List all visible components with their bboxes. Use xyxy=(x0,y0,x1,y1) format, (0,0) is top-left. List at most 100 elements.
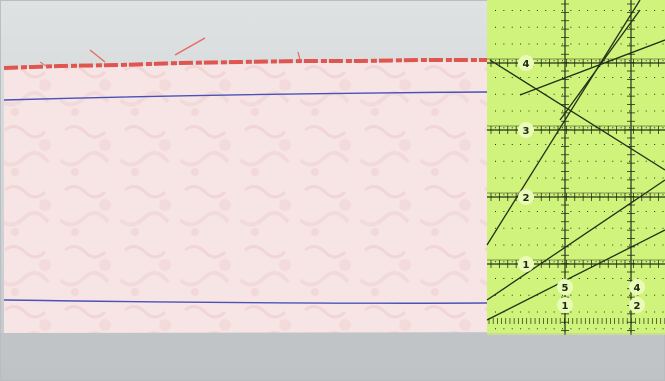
ruler-dot xyxy=(637,110,639,112)
ruler-dot xyxy=(562,60,563,62)
ruler-dot xyxy=(620,244,622,246)
ruler-dot xyxy=(570,93,572,95)
ruler-dot xyxy=(495,110,496,112)
ruler-dot xyxy=(495,160,496,162)
ruler-dot xyxy=(645,60,647,62)
ruler-dot xyxy=(629,10,630,11)
ruler-dot xyxy=(545,177,547,179)
ruler-dot xyxy=(536,127,538,129)
ruler-dot xyxy=(662,194,664,196)
ruler-dot xyxy=(495,127,496,129)
ruler-dot xyxy=(570,194,572,196)
quilting-ruler: 4 3 2 1 5 4 1 2 xyxy=(486,0,665,335)
ruler-dot xyxy=(603,127,605,129)
ruler-dot xyxy=(587,144,589,145)
ruler-dot xyxy=(570,328,572,330)
ruler-dot xyxy=(511,244,513,246)
ruler-dot xyxy=(612,294,614,296)
ruler-dot xyxy=(545,244,547,246)
ruler-dot xyxy=(520,26,522,28)
ruler-dot xyxy=(587,311,589,313)
ruler-dot xyxy=(528,328,530,330)
ruler-dot xyxy=(520,160,522,162)
ruler-dot xyxy=(612,160,614,162)
ruler-dot xyxy=(495,244,496,246)
ruler-dot xyxy=(612,211,614,212)
ruler-dot xyxy=(511,60,513,62)
ruler-dot xyxy=(654,160,656,162)
ruler-dot xyxy=(536,43,538,45)
ruler-dot xyxy=(495,43,496,45)
ruler-dot xyxy=(654,177,656,179)
ruler-dot xyxy=(503,177,505,179)
ruler-dot xyxy=(536,26,538,28)
ruler-dot xyxy=(536,328,538,330)
ruler-dot xyxy=(587,244,589,246)
ruler-dot xyxy=(654,278,656,279)
ruler-dot xyxy=(545,294,547,296)
ruler-dot xyxy=(562,144,563,145)
ruler-dot xyxy=(612,278,614,279)
ruler-dot xyxy=(603,278,605,279)
ruler-dot xyxy=(528,26,530,28)
ruler-dot xyxy=(629,60,630,62)
ruler-dot xyxy=(503,294,505,296)
ruler-dot xyxy=(654,127,656,129)
ruler-dot xyxy=(495,194,496,196)
ruler-dot xyxy=(603,227,605,229)
ruler-dot xyxy=(637,160,639,162)
ruler-dot xyxy=(545,10,547,11)
ruler-dot xyxy=(545,311,547,313)
ruler-dot xyxy=(587,60,589,62)
ruler-dot xyxy=(595,244,597,246)
ruler-dot xyxy=(536,177,538,179)
ruler-dot xyxy=(662,144,664,145)
ruler-dot xyxy=(536,144,538,145)
ruler-dot xyxy=(595,110,597,112)
ruler-dot xyxy=(612,244,614,246)
ruler-dot xyxy=(645,10,647,11)
ruler-dot xyxy=(536,110,538,112)
ruler-dot xyxy=(570,294,572,296)
ruler-dot xyxy=(520,244,522,246)
ruler-dot xyxy=(595,10,597,11)
ruler-dot xyxy=(578,10,580,11)
ruler-dot xyxy=(629,144,630,145)
ruler-dot xyxy=(654,261,656,263)
ruler-dot xyxy=(511,26,513,28)
ruler-dot xyxy=(620,311,622,313)
ruler-dot xyxy=(578,110,580,112)
ruler-dot xyxy=(654,10,656,11)
ruler-dot xyxy=(495,144,496,145)
ruler-label-1: 1 xyxy=(523,260,530,271)
ruler-dot xyxy=(536,60,538,62)
ruler-dot xyxy=(612,144,614,145)
ruler-dot xyxy=(511,93,513,95)
ruler-dot xyxy=(612,177,614,179)
ruler-dot xyxy=(528,294,530,296)
ruler-dot xyxy=(603,26,605,28)
ruler-dot xyxy=(536,10,538,11)
ruler-dot xyxy=(570,160,572,162)
ruler-dot xyxy=(620,160,622,162)
ruler-dot xyxy=(587,160,589,162)
ruler-dot xyxy=(520,278,522,279)
ruler-dot xyxy=(495,93,496,95)
ruler-dot xyxy=(637,227,639,229)
ruler-dot xyxy=(595,328,597,330)
ruler-dot xyxy=(495,311,496,313)
ruler-dot xyxy=(553,77,555,78)
ruler-dot xyxy=(637,43,639,45)
ruler-dot xyxy=(562,127,563,129)
ruler-dot xyxy=(511,43,513,45)
ruler-dot xyxy=(620,328,622,330)
ruler-dot xyxy=(562,77,563,78)
ruler-dot xyxy=(603,43,605,45)
ruler-dot xyxy=(595,77,597,78)
ruler-dot xyxy=(645,177,647,179)
ruler-dot xyxy=(645,244,647,246)
ruler-dot xyxy=(495,278,496,279)
ruler-dot xyxy=(662,211,664,212)
ruler-dot xyxy=(620,177,622,179)
